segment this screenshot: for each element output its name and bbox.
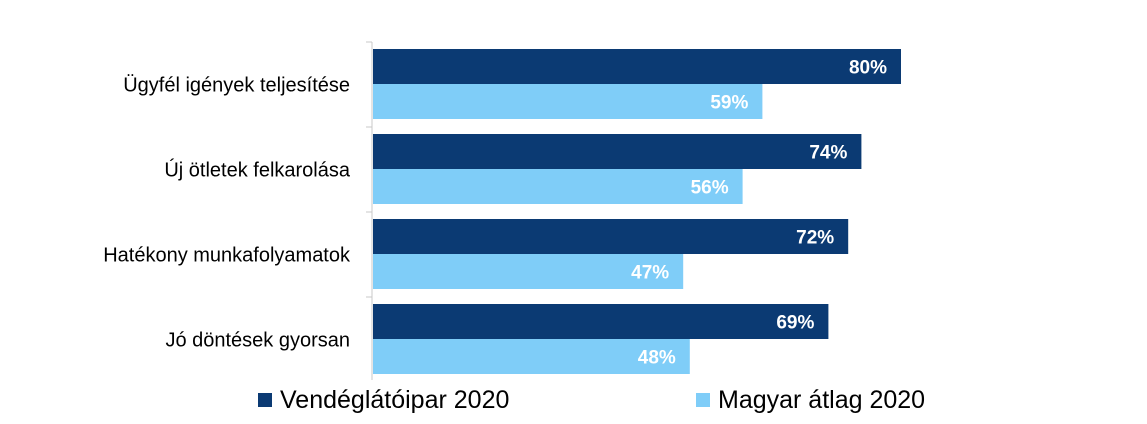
data-label: 80%: [849, 58, 887, 79]
bar-chart: Ügyfél igények teljesítése 80% 59% Új ötlet…: [103, 41, 901, 380]
category-label: Hatékony munkafolyamatok: [103, 245, 351, 267]
data-label: 47%: [631, 263, 669, 284]
data-label: 48%: [638, 348, 676, 369]
legend-swatch-series-1: [258, 393, 272, 407]
legend: Vendéglátóipar 2020 Magyar átlag 2020: [0, 380, 1147, 420]
bar-series-1: [373, 134, 862, 169]
bar-series-2: [373, 84, 763, 119]
bar-series-1: [373, 219, 849, 254]
legend-label-series-1: Vendéglátóipar 2020: [280, 385, 510, 414]
legend-label-series-2: Magyar átlag 2020: [718, 385, 926, 414]
bar-series-2: [373, 169, 743, 204]
category-label: Ügyfél igények teljesítése: [123, 75, 350, 97]
data-label: 59%: [710, 93, 748, 114]
data-label: 74%: [809, 143, 847, 164]
bar-series-1: [373, 304, 829, 339]
legend-item-series-1: Vendéglátóipar 2020: [258, 380, 509, 420]
legend-swatch-series-2: [696, 393, 710, 407]
bar-series-2: [373, 339, 690, 374]
data-label: 56%: [691, 178, 729, 199]
category-label: Jó döntések gyorsan: [165, 330, 350, 352]
bar-series-1: [373, 49, 901, 84]
data-label: 69%: [776, 313, 814, 334]
legend-item-series-2: Magyar átlag 2020: [696, 380, 925, 420]
bar-series-2: [373, 254, 684, 289]
category-label: Új ötletek felkarolása: [164, 159, 351, 182]
data-label: 72%: [796, 228, 834, 249]
